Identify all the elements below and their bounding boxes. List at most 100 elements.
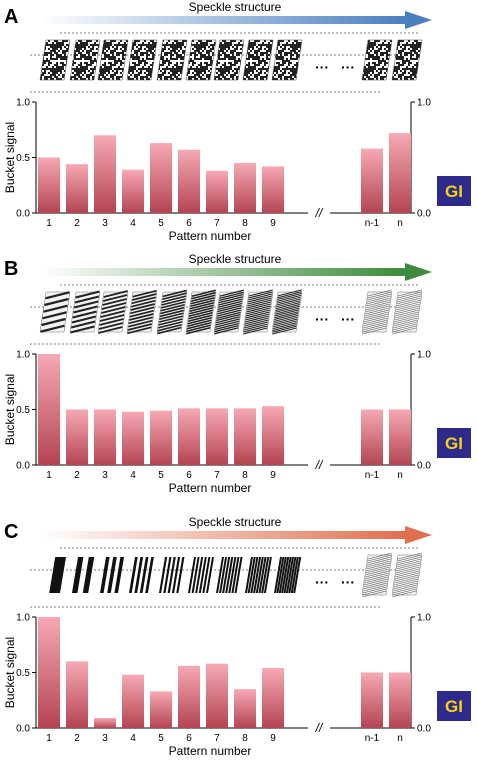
- pattern-tile: [97, 290, 129, 334]
- y-tick-label: 0.0: [16, 461, 30, 472]
- bar-7: [206, 170, 228, 213]
- pattern-tile: [126, 289, 158, 335]
- panel-c: C Speckle structure ··· ··· 0.0 0.5 1.0 0.0 1.0 1…: [3, 515, 471, 758]
- panel-a: A Speckle structure ··· ··· 0.0 0.5 1.0 0.0 1.0 1…: [3, 0, 471, 243]
- ellipsis-icon: ···: [341, 59, 355, 75]
- gi-badge: [437, 176, 471, 206]
- pattern-tile: [242, 39, 274, 81]
- bar-6: [178, 149, 200, 213]
- pattern-tile: [391, 289, 423, 335]
- arrow-label: Speckle structure: [189, 515, 282, 529]
- y-axis-title: Bucket signal: [3, 374, 17, 445]
- bar-1: [38, 617, 60, 728]
- axis-break-icon: //: [315, 721, 324, 735]
- bar-3: [94, 718, 116, 728]
- bar-n: [389, 409, 411, 465]
- pattern-tile: [361, 289, 393, 335]
- gi-badge-label: GI: [445, 182, 463, 201]
- pattern-tile: [129, 557, 154, 593]
- x-tick-label: n: [397, 733, 403, 744]
- axis-break-icon: //: [315, 458, 324, 472]
- y-tick-label: 0.5: [16, 668, 30, 679]
- pattern-tile: [185, 289, 217, 335]
- panel-b: B Speckle structure ··· ··· 0.0 0.5 1.0 0.0 1.0 1…: [3, 252, 471, 495]
- x-tick-label: n: [397, 218, 403, 229]
- pattern-tile: [361, 39, 393, 81]
- y-tick-label: 1.0: [16, 613, 30, 624]
- pattern-tile: [72, 557, 95, 593]
- axis-break-icon: //: [315, 206, 324, 220]
- x-tick-label: n-1: [365, 218, 380, 229]
- y-axis-title: Bucket signal: [3, 637, 17, 708]
- pattern-tile: [391, 552, 423, 598]
- y-tick-label-right: 0.0: [417, 209, 431, 220]
- pattern-tile: [213, 289, 245, 335]
- y-tick-label: 0.0: [16, 209, 30, 220]
- bar-5: [150, 410, 172, 465]
- arrow-head-icon: [405, 263, 432, 281]
- pattern-tile: [126, 39, 158, 81]
- pattern-tile: [274, 557, 302, 593]
- pattern-tile: [159, 557, 185, 593]
- bar-6: [178, 665, 200, 728]
- x-tick-label: 1: [46, 470, 52, 481]
- panel-letter: A: [4, 6, 18, 28]
- pattern-tile: [156, 39, 188, 81]
- x-axis-title: Pattern number: [169, 229, 252, 243]
- pattern-tile: [245, 557, 272, 593]
- pattern-tile: [39, 291, 71, 333]
- bar-8: [234, 163, 256, 213]
- gi-badge: [437, 428, 471, 458]
- bar-6: [178, 408, 200, 465]
- x-tick-label: 2: [74, 733, 80, 744]
- pattern-tile: [156, 289, 188, 335]
- pattern-tile: [97, 39, 129, 81]
- bar-7: [206, 663, 228, 728]
- bar-9: [262, 668, 284, 728]
- x-tick-label: 9: [270, 733, 276, 744]
- bar-8: [234, 689, 256, 728]
- gi-badge-label: GI: [445, 434, 463, 453]
- x-tick-label: 5: [158, 218, 164, 229]
- pattern-tile: [69, 290, 101, 334]
- x-tick-label: 5: [158, 470, 164, 481]
- bar-9: [262, 166, 284, 213]
- x-tick-label: n-1: [365, 470, 380, 481]
- y-tick-label-right: 0.0: [417, 461, 431, 472]
- x-tick-label: 8: [242, 733, 248, 744]
- x-tick-label: 2: [74, 218, 80, 229]
- x-tick-label: 6: [186, 733, 192, 744]
- pattern-tile: [69, 39, 101, 81]
- bar-n-1: [361, 409, 383, 465]
- bar-n: [389, 133, 411, 213]
- x-tick-label: 4: [130, 733, 136, 744]
- x-axis-title: Pattern number: [169, 481, 252, 495]
- bar-n-1: [361, 148, 383, 213]
- ellipsis-icon: ···: [315, 311, 329, 327]
- bar-9: [262, 406, 284, 465]
- bar-2: [66, 164, 88, 213]
- ellipsis-icon: ···: [315, 59, 329, 75]
- x-tick-label: n-1: [365, 733, 380, 744]
- ellipsis-icon: ···: [341, 311, 355, 327]
- x-tick-label: 6: [186, 470, 192, 481]
- x-tick-label: 5: [158, 733, 164, 744]
- pattern-tile: [185, 39, 217, 81]
- pattern-tile: [391, 39, 423, 81]
- panel-letter: B: [4, 258, 18, 280]
- y-tick-label-right: 1.0: [417, 350, 431, 361]
- x-tick-label: 9: [270, 470, 276, 481]
- y-tick-label: 0.5: [16, 153, 30, 164]
- x-tick-label: 3: [102, 733, 108, 744]
- bar-3: [94, 135, 116, 213]
- x-tick-label: 8: [242, 218, 248, 229]
- pattern-tile: [271, 39, 303, 81]
- pattern-tile: [100, 557, 124, 593]
- bar-4: [122, 169, 144, 213]
- y-tick-label: 1.0: [16, 350, 30, 361]
- x-tick-label: 3: [102, 470, 108, 481]
- gi-badge: [437, 691, 471, 721]
- x-tick-label: 7: [214, 218, 220, 229]
- x-tick-label: 8: [242, 470, 248, 481]
- progress-arrow-shaft: [40, 531, 405, 539]
